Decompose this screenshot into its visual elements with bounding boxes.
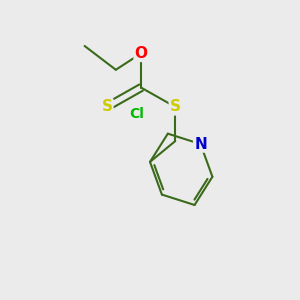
Text: N: N — [194, 136, 207, 152]
Text: Cl: Cl — [129, 107, 144, 121]
Text: S: S — [170, 99, 181, 114]
Text: S: S — [101, 99, 112, 114]
Text: O: O — [135, 46, 148, 61]
